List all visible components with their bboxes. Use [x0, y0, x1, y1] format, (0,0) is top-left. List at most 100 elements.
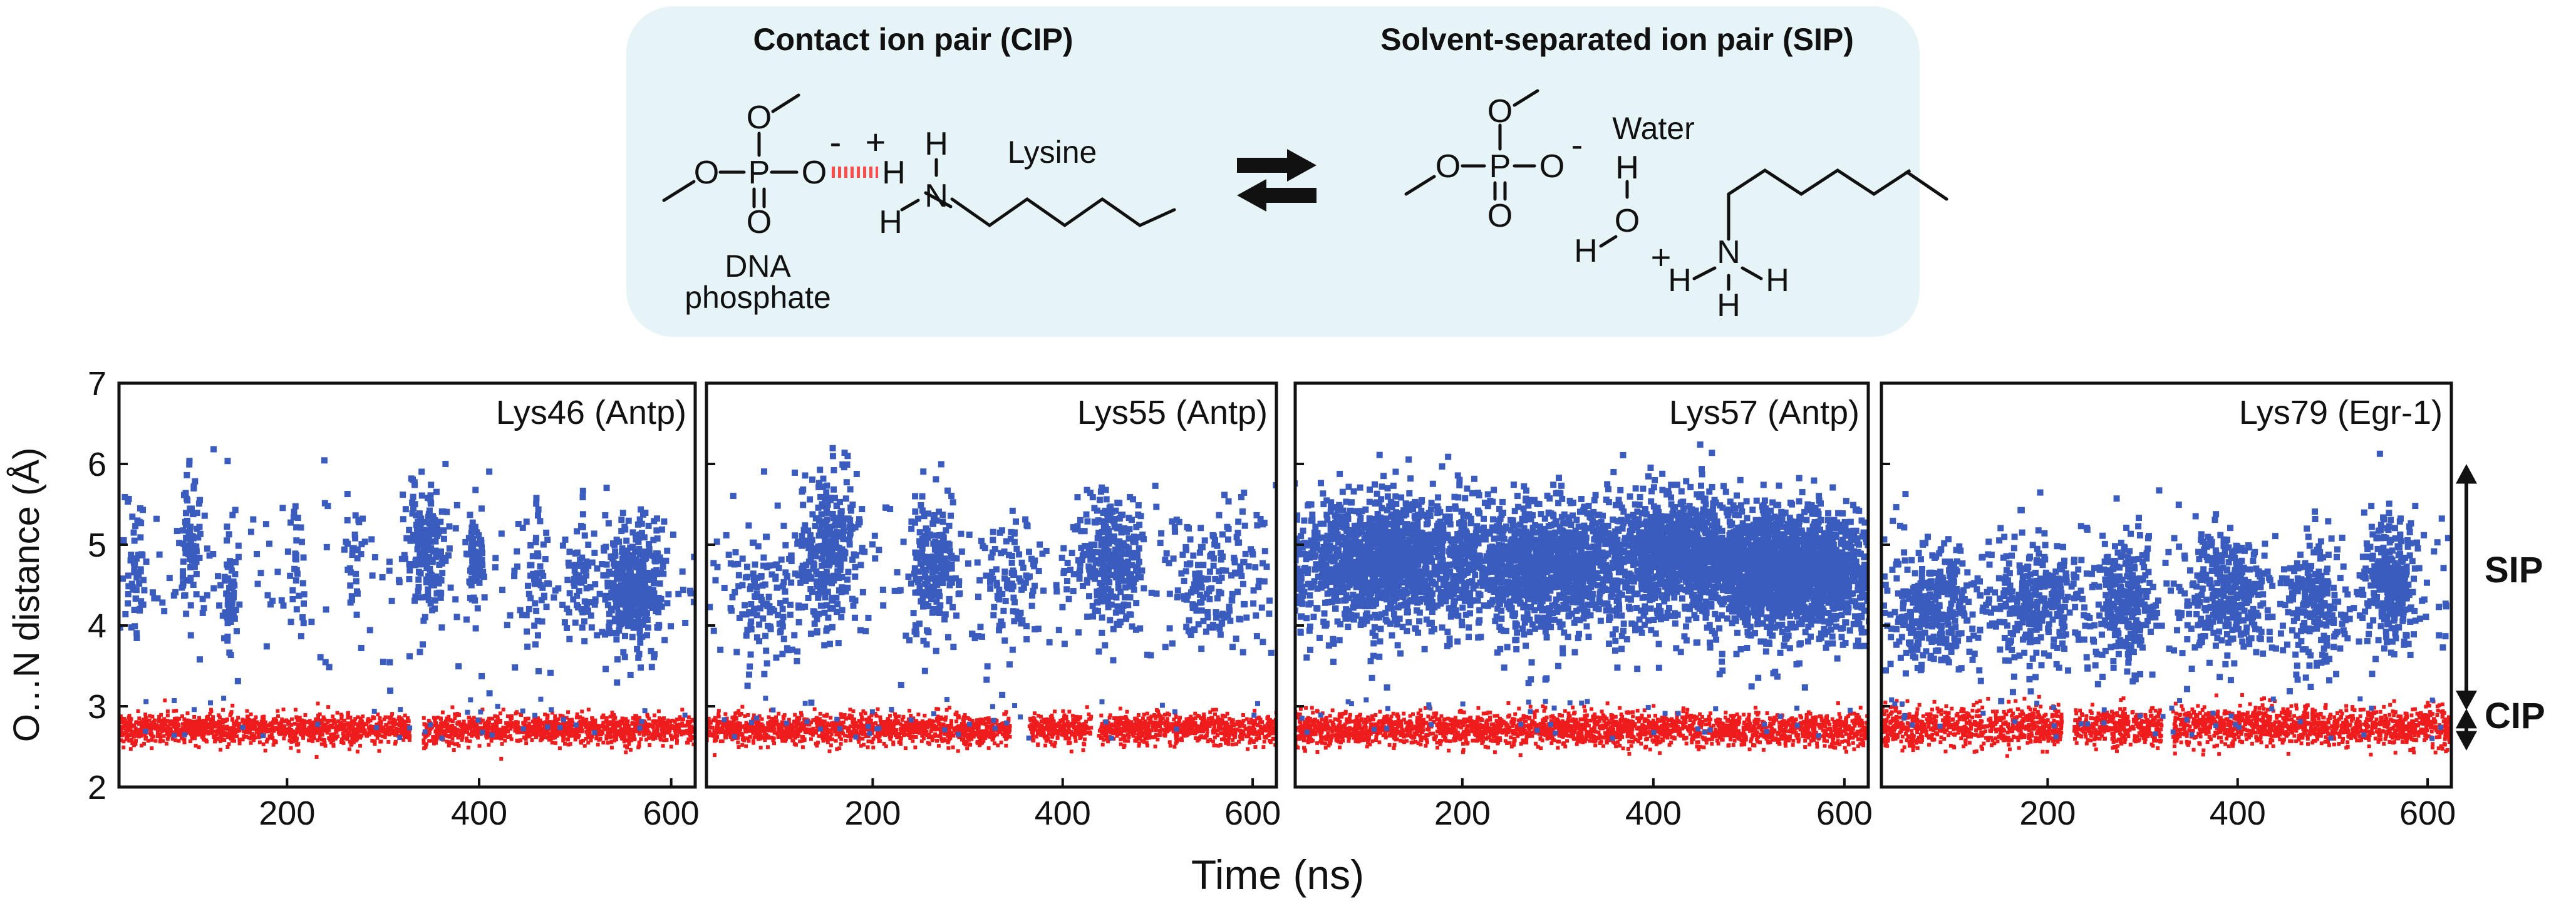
cip-point [333, 736, 337, 740]
sip-point [416, 526, 423, 533]
cip-point [468, 739, 472, 743]
cip-point [1195, 724, 1199, 728]
cip-point [686, 729, 690, 733]
cip-point [1089, 726, 1094, 730]
cip-point [1244, 734, 1249, 739]
sip-point [643, 610, 650, 617]
cip-point [422, 741, 426, 745]
cip-point [130, 741, 135, 745]
cip-point [621, 720, 625, 724]
cip-point [406, 716, 410, 720]
sip-point [186, 461, 193, 468]
cip-point [706, 716, 711, 721]
cip-point [495, 714, 500, 719]
cip-point [725, 716, 729, 721]
cip-point [445, 739, 449, 744]
sip-point [468, 538, 475, 545]
cip-point [648, 743, 652, 747]
cip-point [970, 732, 974, 736]
cip-point [550, 720, 554, 724]
sip-point [486, 690, 493, 697]
sip-point [465, 551, 472, 558]
sip-point [523, 518, 530, 525]
sip-point [605, 520, 612, 527]
sip-point [421, 518, 428, 525]
sip-point [642, 555, 649, 562]
sip-point [425, 513, 432, 520]
sip-point [125, 600, 132, 607]
sip-point [478, 709, 484, 715]
cip-point [177, 716, 182, 721]
sip-point [435, 527, 442, 534]
sip-point [644, 585, 651, 592]
sip-point [343, 538, 349, 545]
cip-point [305, 733, 309, 737]
cip-point [666, 718, 670, 723]
cip-point [1153, 744, 1157, 749]
sip-point [125, 572, 132, 579]
sip-point [430, 582, 437, 589]
cip-point [459, 724, 463, 729]
cip-point [597, 729, 602, 734]
sip-point [194, 510, 200, 517]
cip-point [394, 726, 398, 731]
cip-point [465, 736, 469, 741]
sip-point [463, 616, 470, 623]
cip-point [732, 719, 736, 723]
cip-point [264, 739, 269, 744]
cip-point [658, 732, 663, 736]
cip-point [678, 717, 683, 721]
cip-point [426, 733, 430, 737]
cip-point [159, 727, 163, 731]
sip-point [348, 593, 355, 600]
sip-point [187, 556, 194, 563]
cip-point [497, 733, 501, 737]
cip-point [534, 722, 539, 726]
cip-point [232, 724, 236, 729]
cip-point [752, 741, 756, 745]
cip-point [381, 726, 386, 730]
cip-point [299, 722, 304, 726]
sip-point [361, 538, 368, 545]
sip-point [638, 664, 644, 671]
cip-point [142, 741, 146, 746]
cip-point [649, 736, 654, 740]
sip-point [535, 578, 542, 585]
sip-point [407, 537, 414, 544]
cip-point [133, 732, 137, 736]
cip-point [130, 738, 134, 742]
cip-point [611, 718, 616, 723]
cip-point [220, 718, 225, 723]
cip-point [435, 732, 439, 736]
cip-point [597, 738, 601, 742]
cip-point [658, 719, 663, 724]
sip-point [452, 596, 459, 603]
sip-point [638, 530, 645, 537]
sip-point [323, 606, 329, 613]
sip-point [621, 654, 628, 661]
sip-point [182, 518, 189, 525]
cip-point [647, 716, 651, 721]
sip-point [612, 548, 619, 555]
cip-point [663, 720, 668, 724]
cip-point [490, 729, 495, 734]
cip-point [526, 731, 530, 736]
cip-point [139, 734, 143, 738]
cip-point [638, 731, 642, 736]
cip-point [558, 713, 562, 718]
cip-point [403, 730, 408, 734]
cip-point [619, 727, 623, 731]
cip-point [180, 727, 185, 731]
sip-point [224, 537, 230, 544]
data-points [706, 445, 1276, 758]
cip-point [1187, 720, 1191, 724]
sip-point [358, 644, 365, 651]
cip-point [685, 719, 690, 724]
cip-point [815, 740, 820, 744]
sip-point [426, 507, 433, 514]
sip-point [284, 548, 291, 555]
cip-point [249, 712, 253, 716]
cip-point [460, 728, 465, 732]
sip-point [475, 532, 482, 538]
cip-point [355, 729, 360, 733]
